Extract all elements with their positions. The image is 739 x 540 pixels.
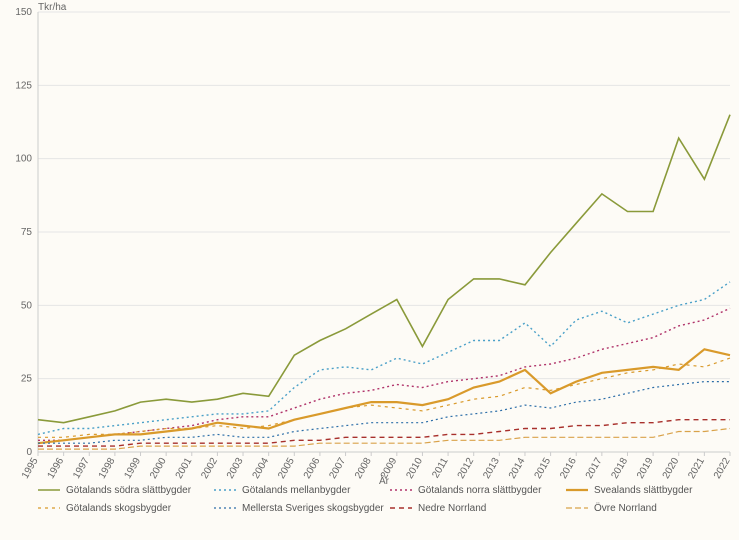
legend-label: Svealands slättbygder [594, 485, 693, 496]
y-tick-label: 125 [15, 80, 32, 91]
legend-label: Götalands mellanbygder [242, 485, 351, 496]
legend-label: Götalands skogsbygder [66, 503, 172, 514]
y-tick-label: 75 [21, 227, 33, 238]
legend-label: Nedre Norrland [418, 503, 486, 514]
y-tick-label: 50 [21, 300, 33, 311]
legend-label: Övre Norrland [594, 502, 657, 514]
y-axis-title: Tkr/ha [38, 2, 67, 13]
y-tick-label: 150 [15, 7, 32, 18]
legend-label: Mellersta Sveriges skogsbygder [242, 503, 384, 514]
legend-label: Götalands södra slättbygder [66, 485, 192, 496]
legend-label: Götalands norra slättbygder [418, 485, 542, 496]
line-chart: 0255075100125150199519961997199819992000… [0, 0, 739, 540]
chart-svg: 0255075100125150199519961997199819992000… [0, 0, 739, 540]
x-axis-title: År [379, 474, 390, 487]
y-tick-label: 25 [21, 374, 33, 385]
y-tick-label: 100 [15, 154, 32, 165]
